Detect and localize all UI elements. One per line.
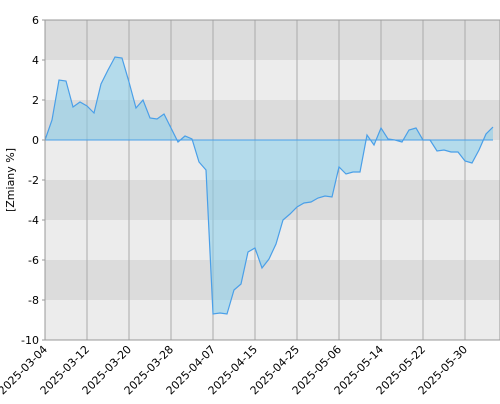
grid-band xyxy=(45,300,500,340)
grid-band xyxy=(45,20,500,60)
area xyxy=(45,57,493,314)
line xyxy=(44,56,494,315)
y-tick-label: -8 xyxy=(28,294,39,307)
y-tick-label: -4 xyxy=(28,214,39,227)
y-tick-label: 2 xyxy=(32,94,39,107)
y-axis-label: [Zmiany %] xyxy=(4,148,17,212)
y-tick-label: -2 xyxy=(28,174,39,187)
y-tick-label: 6 xyxy=(32,14,39,27)
y-tick-label: -6 xyxy=(28,254,39,267)
plot-frame xyxy=(44,19,500,341)
y-tick-label: 0 xyxy=(32,134,39,147)
y-tick-label: 4 xyxy=(32,54,39,67)
grid-band xyxy=(45,260,500,300)
y-tick-label: -10 xyxy=(21,334,39,347)
